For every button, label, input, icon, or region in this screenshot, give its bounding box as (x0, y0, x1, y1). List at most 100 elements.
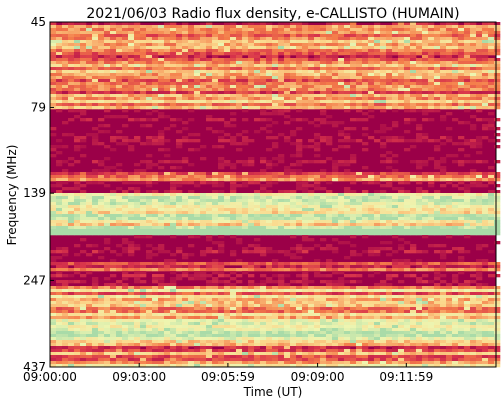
heatmap-cell (326, 70, 333, 74)
heatmap-cell (326, 115, 333, 119)
heatmap-cell (482, 283, 489, 287)
heatmap-cell (434, 283, 441, 287)
heatmap-cell (98, 193, 105, 197)
heatmap-cell (152, 247, 159, 251)
heatmap-cell (146, 46, 153, 50)
heatmap-cell (380, 25, 387, 29)
heatmap-cell (260, 118, 267, 122)
heatmap-cell (416, 76, 423, 80)
heatmap-cell (110, 37, 117, 41)
heatmap-cell (188, 172, 195, 176)
heatmap-cell (452, 82, 459, 86)
heatmap-cell (134, 49, 141, 53)
heatmap-cell (464, 76, 471, 80)
heatmap-cell (320, 112, 327, 116)
heatmap-cell (86, 232, 93, 236)
heatmap-cell (242, 295, 249, 299)
heatmap-cell (260, 88, 267, 92)
heatmap-cell (254, 223, 261, 227)
heatmap-cell (362, 196, 369, 200)
heatmap-cell (104, 100, 111, 104)
heatmap-cell (458, 85, 465, 89)
heatmap-cell (332, 79, 339, 83)
heatmap-cell (350, 196, 357, 200)
heatmap-cell (452, 268, 459, 272)
heatmap-cell (74, 22, 81, 26)
heatmap-cell (332, 73, 339, 77)
heatmap-cell (452, 289, 459, 293)
heatmap-cell (314, 70, 321, 74)
heatmap-cell (422, 178, 429, 182)
heatmap-cell (236, 91, 243, 95)
heatmap-cell (122, 223, 129, 227)
heatmap-cell (332, 58, 339, 62)
heatmap-cell (410, 106, 417, 110)
heatmap-cell (284, 178, 291, 182)
heatmap-cell (296, 187, 303, 191)
heatmap-cell (104, 214, 111, 218)
heatmap-cell (242, 43, 249, 47)
heatmap-cell (368, 223, 375, 227)
heatmap-cell (86, 43, 93, 47)
heatmap-cell (56, 94, 63, 98)
heatmap-cell (290, 193, 297, 197)
heatmap-cell (152, 118, 159, 122)
heatmap-cell (374, 85, 381, 89)
heatmap-cell (314, 142, 321, 146)
heatmap-cell (410, 103, 417, 107)
heatmap-cell (86, 133, 93, 137)
heatmap-cell (194, 286, 201, 290)
heatmap-cell (68, 118, 75, 122)
heatmap-cell (422, 235, 429, 239)
heatmap-cell (464, 121, 471, 125)
heatmap-cell (494, 286, 501, 290)
heatmap-cell (230, 226, 237, 230)
heatmap-cell (302, 37, 309, 41)
heatmap-cell (386, 139, 393, 143)
heatmap-cell (62, 187, 69, 191)
heatmap-cell (236, 61, 243, 65)
heatmap-cell (320, 193, 327, 197)
heatmap-cell (488, 211, 495, 215)
heatmap-cell (212, 85, 219, 89)
heatmap-cell (266, 202, 273, 206)
heatmap-cell (416, 97, 423, 101)
heatmap-cell (128, 40, 135, 44)
heatmap-cell (266, 58, 273, 62)
heatmap-cell (362, 172, 369, 176)
heatmap-cell (452, 202, 459, 206)
heatmap-cell (470, 295, 477, 299)
heatmap-cell (152, 292, 159, 296)
heatmap-cell (182, 103, 189, 107)
heatmap-cell (266, 298, 273, 302)
heatmap-cell (140, 79, 147, 83)
heatmap-cell (134, 37, 141, 41)
heatmap-cell (362, 25, 369, 29)
heatmap-cell (386, 151, 393, 155)
heatmap-cell (470, 205, 477, 209)
heatmap-cell (458, 247, 465, 251)
heatmap-cell (314, 31, 321, 35)
heatmap-cell (200, 43, 207, 47)
heatmap-cell (284, 253, 291, 257)
heatmap-cell (332, 46, 339, 50)
heatmap-cell (92, 67, 99, 71)
heatmap-cell (452, 91, 459, 95)
heatmap-cell (128, 220, 135, 224)
heatmap-cell (356, 205, 363, 209)
heatmap-cell (446, 208, 453, 212)
heatmap-cell (182, 25, 189, 29)
heatmap-cell (434, 31, 441, 35)
heatmap-cell (116, 295, 123, 299)
heatmap-cell (464, 178, 471, 182)
heatmap-cell (446, 88, 453, 92)
heatmap-cell (104, 91, 111, 95)
heatmap-cell (422, 286, 429, 290)
heatmap-cell (380, 202, 387, 206)
heatmap-cell (356, 43, 363, 47)
heatmap-cell (494, 127, 501, 131)
heatmap-cell (404, 97, 411, 101)
heatmap-cell (134, 202, 141, 206)
heatmap-cell (74, 298, 81, 302)
heatmap-cell (386, 181, 393, 185)
